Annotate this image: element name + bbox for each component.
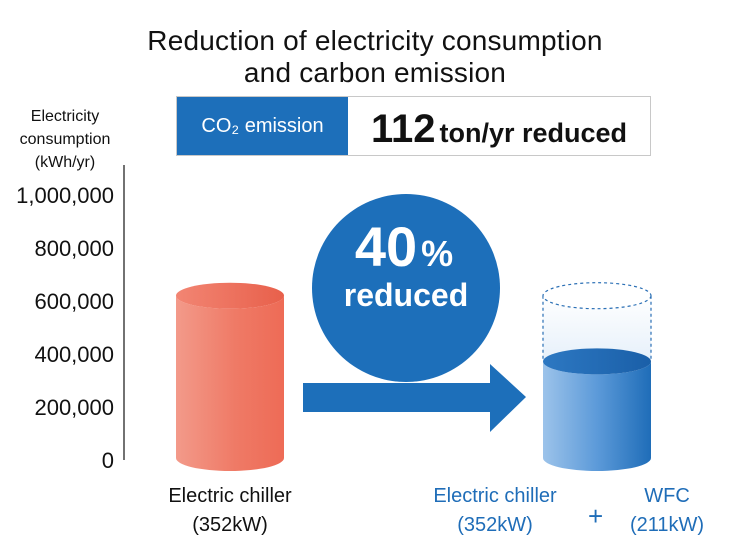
category-label-after-wfc-line1: WFC [644, 485, 690, 507]
reduction-badge-circle [312, 194, 500, 382]
reduction-badge-label: reduced [344, 277, 468, 313]
bar-after-top [543, 348, 651, 375]
y-axis-label-line1: Electricity [30, 108, 100, 125]
chart-title-line2: and carbon emission [243, 57, 507, 88]
bar-after-body [543, 361, 651, 471]
y-axis-label-line2: consumption [19, 131, 111, 148]
y-tick-label: 200,000 [34, 395, 114, 420]
y-tick-label: 800,000 [34, 236, 114, 261]
y-tick-label: 600,000 [34, 289, 114, 314]
co2-reduction-value-box: 112 ton/yr reduced [348, 97, 650, 155]
bar-before-top [176, 282, 284, 309]
reduction-badge-value: 40% [355, 215, 453, 278]
bar-before-body [176, 295, 284, 471]
y-axis-label-line3: (kWh/yr) [34, 154, 96, 171]
co2-reduction-unit: ton/yr reduced [439, 118, 628, 148]
co2-emission-label: CO₂ emission [177, 97, 348, 155]
plus-sign: + [588, 501, 604, 531]
chart-title-line1: Reduction of electricity consumption [147, 25, 603, 56]
y-tick-label: 400,000 [34, 342, 114, 367]
category-label-after-chiller: Electric chiller (352kW) [400, 482, 590, 540]
y-tick-label: 1,000,000 [16, 183, 114, 208]
arrow-right-icon [303, 364, 526, 432]
co2-emission-banner: CO₂ emission 112 ton/yr reduced [176, 96, 651, 156]
category-label-after-chiller-line2: (352kW) [457, 514, 533, 536]
y-tick-label: 0 [102, 448, 114, 473]
co2-reduction-number: 112 [370, 107, 436, 151]
category-label-before-line1: Electric chiller [168, 485, 292, 507]
category-label-after-wfc: WFC (211kW) [612, 482, 722, 540]
ghost-bar-top [542, 282, 652, 310]
category-label-after-wfc-line2: (211kW) [629, 514, 705, 536]
category-label-before: Electric chiller (352kW) [130, 482, 330, 540]
category-label-after-chiller-line1: Electric chiller [433, 485, 557, 507]
category-label-before-line2: (352kW) [192, 514, 268, 536]
